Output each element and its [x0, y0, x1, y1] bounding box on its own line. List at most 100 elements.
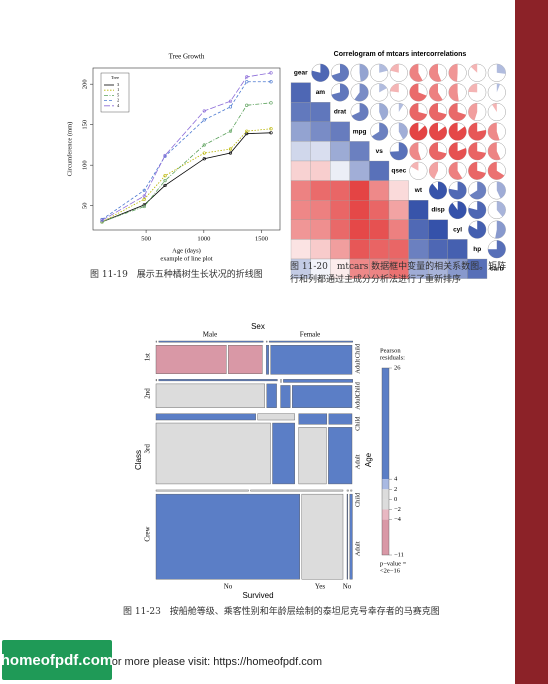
- mosaic-tile: [257, 413, 295, 421]
- pie-slice: [351, 103, 369, 121]
- shade-cell: [330, 180, 350, 201]
- age-label: Adult: [354, 454, 361, 469]
- point: [245, 80, 249, 84]
- caption-text: mtcars 数据框中变量的相关系数图。矩阵行和列都通过主成分分析法进行了重新排…: [290, 262, 507, 285]
- legend-title: Tree: [111, 75, 119, 80]
- survived-label: No: [224, 583, 233, 591]
- shade-cell: [290, 141, 311, 162]
- pie-slice: [468, 142, 486, 160]
- series-line: [101, 128, 272, 223]
- pie-slice: [448, 83, 459, 102]
- legend-tick-label: −11: [394, 551, 404, 558]
- pie-slice: [448, 122, 467, 141]
- series-line: [101, 102, 272, 223]
- pie-slice: [496, 181, 506, 199]
- point: [269, 80, 273, 84]
- mosaic-tile: [346, 493, 349, 580]
- pie-slice: [410, 162, 419, 171]
- shade-cell: [310, 239, 331, 260]
- chart-title: Correlogram of mtcars intercorrelations: [334, 51, 467, 58]
- point: [269, 131, 273, 135]
- shade-cell: [310, 102, 331, 122]
- shade-cell: [330, 121, 350, 142]
- point: [269, 101, 273, 105]
- pie-slice: [468, 162, 486, 180]
- mosaic-tile: [266, 383, 277, 408]
- pie-slice: [429, 162, 438, 179]
- pie-slice: [488, 122, 500, 141]
- legend-title: Pearson: [380, 347, 401, 354]
- age-label: Child: [354, 343, 361, 358]
- legend-tick-label: −2: [394, 506, 401, 513]
- pie-slice: [409, 83, 427, 102]
- shade-cell: [290, 239, 311, 260]
- point: [202, 151, 206, 155]
- legend-band: [382, 479, 389, 490]
- shade-cell: [408, 239, 429, 260]
- sex-label: Female: [300, 331, 321, 339]
- variable-label: cyl: [453, 226, 462, 233]
- mosaic-tile: [155, 413, 256, 421]
- pie-slice: [390, 64, 399, 73]
- legend-tick-label: −4: [394, 516, 402, 523]
- pie-slice: [468, 201, 486, 219]
- shade-cell: [349, 219, 370, 240]
- p-value: <2e−16: [380, 567, 401, 574]
- mosaic-tile: [155, 345, 227, 374]
- point: [202, 157, 206, 161]
- shade-cell: [310, 200, 331, 220]
- pie-slice: [371, 122, 389, 141]
- mosaic-tile: [155, 383, 265, 408]
- pie-slice: [496, 83, 501, 93]
- pie-slice: [448, 64, 458, 82]
- pie-slice: [488, 142, 501, 160]
- pie-slice: [429, 83, 443, 102]
- shade-cell: [408, 219, 429, 240]
- shade-cell: [290, 121, 311, 142]
- shade-cell: [310, 121, 331, 142]
- mosaic-tile: [350, 489, 353, 492]
- point: [100, 218, 104, 222]
- mosaic-tile: [346, 489, 349, 492]
- variable-label: disp: [431, 207, 444, 214]
- variable-label: hp: [473, 246, 481, 253]
- legend-label: 1: [117, 87, 119, 92]
- shade-cell: [310, 160, 331, 181]
- shade-cell: [369, 160, 390, 181]
- pie-slice: [359, 64, 369, 82]
- mosaic-tile: [250, 489, 344, 492]
- mosaic-tile: [301, 493, 344, 580]
- legend-band: [382, 519, 389, 555]
- pie-slice: [448, 181, 467, 200]
- variable-label: vs: [376, 148, 384, 155]
- pie-slice: [448, 142, 467, 160]
- pie-slice: [331, 64, 349, 82]
- shade-cell: [310, 219, 331, 240]
- pie-slice: [429, 181, 447, 200]
- mosaic-tile: [158, 379, 278, 382]
- x-tick-label: 1500: [255, 235, 268, 242]
- shade-cell: [290, 180, 311, 201]
- shade-cell: [388, 219, 409, 240]
- point: [142, 197, 146, 201]
- page-edge: [515, 0, 548, 684]
- shade-cell: [330, 200, 350, 220]
- caption: 图 11-20 mtcars 数据框中变量的相关系数图。矩阵行和列都通过主成分分…: [290, 261, 508, 287]
- x-tick-label: 500: [141, 235, 151, 242]
- pie-slice: [492, 103, 497, 112]
- x-axis-label: Age (days): [172, 247, 201, 254]
- pie-slice: [468, 103, 478, 121]
- y-tick-label: 150: [81, 120, 88, 130]
- legend-tick-label: 0: [394, 496, 397, 503]
- variable-label: drat: [334, 109, 347, 116]
- legend-band: [382, 368, 389, 480]
- shade-cell: [388, 200, 409, 220]
- shade-cell: [388, 239, 409, 260]
- point: [269, 127, 273, 131]
- sex-label: Male: [203, 331, 217, 339]
- variable-label: qsec: [391, 168, 406, 175]
- pie-slice: [390, 142, 408, 160]
- pie-slice: [311, 64, 330, 82]
- shade-cell: [388, 180, 409, 201]
